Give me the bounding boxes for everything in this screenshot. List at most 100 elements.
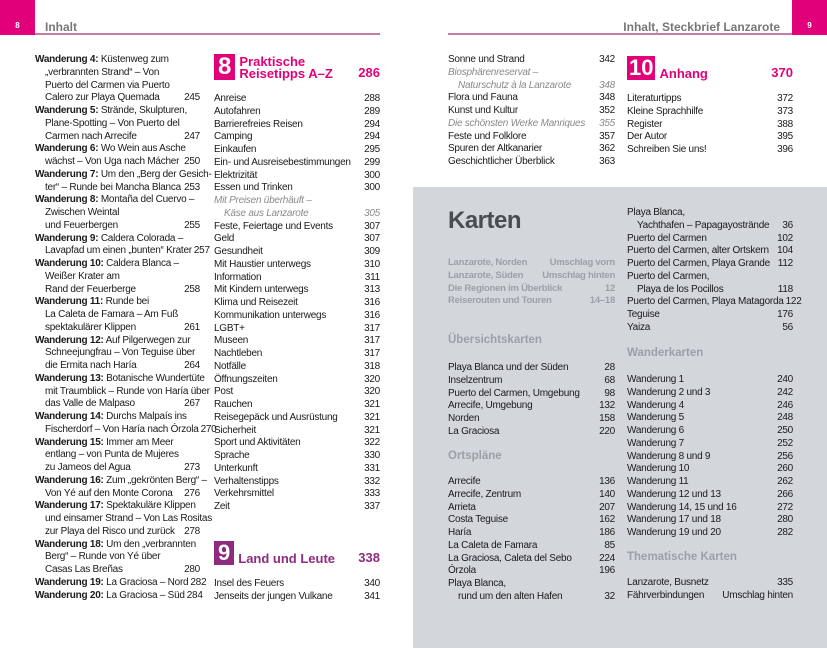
toc-entry[interactable]: Arrecife 136 [448, 476, 615, 489]
toc-entry[interactable]: Reiserouten und Touren 14–18 [448, 295, 615, 308]
toc-entry[interactable]: Einkaufen 295 [214, 144, 380, 157]
toc-entry[interactable]: Verkehrsmittel 333 [214, 488, 380, 501]
toc-entry[interactable]: Information 311 [214, 272, 380, 285]
toc-entry[interactable]: Feste, Feiertage und Events 307 [214, 221, 380, 234]
toc-entry[interactable]: La Caleta de Famara 85 [448, 540, 615, 553]
toc-entry[interactable]: Museen 317 [214, 335, 380, 348]
toc-entry[interactable]: Wanderung 11 262 [627, 476, 793, 489]
toc-entry[interactable]: Wanderung 10 260 [627, 463, 793, 476]
toc-entry[interactable]: Schreiben Sie uns! 396 [627, 144, 793, 157]
toc-entry[interactable]: Wanderung 5 248 [627, 412, 793, 425]
toc-entry[interactable]: Der Autor 395 [627, 131, 793, 144]
toc-entry[interactable]: Puerto del Carmen, Playa de los Pocillos 1… [627, 271, 793, 297]
toc-entry[interactable]: Arrieta 207 [448, 502, 615, 515]
toc-entry[interactable]: Haría 186 [448, 527, 615, 540]
toc-entry[interactable]: Puerto del Carmen, alter Ortskern 104 [627, 245, 793, 258]
toc-entry[interactable]: Puerto del Carmen, Umgebung 98 [448, 388, 615, 401]
toc-entry[interactable]: Sport und Aktivitäten 322 [214, 437, 380, 450]
toc-entry[interactable]: Lanzarote, Norden Umschlag vorn [448, 257, 615, 270]
toc-entry[interactable]: Wanderung 7: Um den „Berg der Gesich-ter… [35, 169, 212, 195]
toc-entry[interactable]: Yaiza 56 [627, 322, 793, 335]
toc-entry[interactable]: Puerto del Carmen, Playa Matagorda 122 [627, 296, 802, 309]
toc-entry[interactable]: LGBT+ 317 [214, 323, 380, 336]
toc-entry[interactable]: Órzola 196 [448, 565, 615, 578]
toc-entry[interactable]: Die schönsten Werke Manriques 355 [448, 118, 615, 131]
toc-entry[interactable]: Zeit 337 [214, 501, 380, 514]
toc-entry[interactable]: Kunst und Kultur 352 [448, 105, 615, 118]
toc-entry[interactable]: Elektrizität 300 [214, 170, 380, 183]
toc-entry[interactable]: Jenseits der jungen Vulkane 341 [214, 591, 380, 604]
toc-entry[interactable]: La Graciosa 220 [448, 426, 615, 439]
toc-entry[interactable]: Wanderung 6 250 [627, 425, 793, 438]
toc-entry[interactable]: Wanderung 6: Wo Wein aus Asche wächst – V… [35, 143, 200, 169]
toc-entry[interactable]: Flora und Fauna 348 [448, 92, 615, 105]
toc-entry[interactable]: Wanderung 19: La Graciosa – Nord 282 [35, 577, 207, 590]
toc-entry[interactable]: Sonne und Strand 342 [448, 54, 615, 67]
toc-entry[interactable]: Wanderung 8: Montaña del Cuervo – Zwische… [35, 194, 200, 232]
toc-entry[interactable]: Notfälle 318 [214, 361, 380, 374]
toc-entry[interactable]: Gesundheit 309 [214, 246, 380, 259]
toc-entry[interactable]: Verhaltenstipps 332 [214, 476, 380, 489]
toc-entry[interactable]: Mit Haustier unterwegs 310 [214, 259, 380, 272]
toc-entry[interactable]: Ein- und Ausreisebestimmungen 299 [214, 157, 380, 170]
chapter-8-heading[interactable]: 8 Praktische Reisetipps A–Z 286 [214, 52, 380, 80]
toc-entry[interactable]: Autofahren 289 [214, 106, 380, 119]
toc-entry[interactable]: Sprache 330 [214, 450, 380, 463]
toc-entry[interactable]: Register 388 [627, 119, 793, 132]
toc-entry[interactable]: Wanderung 19 und 20 282 [627, 527, 793, 540]
toc-entry[interactable]: Wanderung 8 und 9 256 [627, 451, 793, 464]
toc-entry[interactable]: Playa Blanca, Yachthafen – Papagayostränd… [627, 207, 793, 233]
toc-entry[interactable]: Playa Blanca und der Süden 28 [448, 362, 615, 375]
toc-entry[interactable]: Wanderung 13: Botanische Wundertüte mit T… [35, 373, 210, 411]
toc-entry[interactable]: Wanderung 9: Caldera Colorada – Lavapfad … [35, 233, 210, 259]
toc-entry[interactable]: Anreise 288 [214, 93, 380, 106]
toc-entry[interactable]: Wanderung 4: Küstenweg zum „verbrannten S… [35, 54, 200, 105]
toc-entry[interactable]: Wanderung 15: Immer am Meer entlang – von… [35, 437, 200, 475]
toc-entry[interactable]: Puerto del Carmen 102 [627, 233, 793, 246]
toc-entry[interactable]: Wanderung 11: Runde bei La Caleta de Fama… [35, 296, 200, 334]
toc-entry[interactable]: Literaturtipps 372 [627, 93, 793, 106]
toc-entry[interactable]: Wanderung 17: Spektakuläre Klippen und ei… [35, 500, 212, 538]
toc-entry[interactable]: Kleine Sprachhilfe 373 [627, 106, 793, 119]
chapter-9-heading[interactable]: 9 Land und Leute 338 [214, 540, 380, 565]
toc-entry[interactable]: Sicherheit 321 [214, 425, 380, 438]
toc-entry[interactable]: Spuren der Altkanarier 362 [448, 143, 615, 156]
toc-entry[interactable]: Wanderung 17 und 18 280 [627, 514, 793, 527]
toc-entry[interactable]: Wanderung 2 und 3 242 [627, 387, 793, 400]
toc-entry[interactable]: Wanderung 1 240 [627, 374, 793, 387]
toc-entry[interactable]: Nachtleben 317 [214, 348, 380, 361]
toc-entry[interactable]: Post 320 [214, 386, 380, 399]
toc-entry[interactable]: Lanzarote, Süden Umschlag hinten [448, 270, 615, 283]
toc-entry[interactable]: Wanderung 4 246 [627, 400, 793, 413]
toc-entry[interactable]: Reisegepäck und Ausrüstung 321 [214, 412, 380, 425]
toc-entry[interactable]: Wanderung 14: Durchs Malpaís ins Fischerd… [35, 411, 217, 437]
toc-entry[interactable]: Wanderung 16: Zum „gekrönten Berg“ – Von … [35, 475, 207, 501]
toc-entry[interactable]: Norden 158 [448, 413, 615, 426]
toc-entry[interactable]: Wanderung 12 und 13 266 [627, 489, 793, 502]
toc-entry[interactable]: Wanderung 18: Um den „verbrannten Berg“ –… [35, 539, 200, 577]
toc-entry[interactable]: Wanderung 12: Auf Pilgerwegen zur Schneej… [35, 335, 200, 373]
toc-entry[interactable]: Mit Preisen überhäuft – Käse aus Lanzarot… [214, 195, 380, 221]
toc-entry[interactable]: Lanzarote, Busnetz 335 [627, 577, 793, 590]
toc-entry[interactable]: Wanderung 14, 15 und 16 272 [627, 502, 793, 515]
toc-entry[interactable]: Unterkunft 331 [214, 463, 380, 476]
toc-entry[interactable]: Öffnungszeiten 320 [214, 374, 380, 387]
toc-entry[interactable]: Puerto del Carmen, Playa Grande 112 [627, 258, 793, 271]
toc-entry[interactable]: Teguise 176 [627, 309, 793, 322]
toc-entry[interactable]: Costa Teguise 162 [448, 514, 615, 527]
chapter-10-heading[interactable]: 10 Anhang 370 [627, 55, 793, 80]
toc-entry[interactable]: Wanderung 20: La Graciosa – Süd 284 [35, 590, 203, 603]
toc-entry[interactable]: Mit Kindern unterwegs 313 [214, 284, 380, 297]
toc-entry[interactable]: Arrecife, Zentrum 140 [448, 489, 615, 502]
toc-entry[interactable]: Essen und Trinken 300 [214, 182, 380, 195]
toc-entry[interactable]: Klima und Reisezeit 316 [214, 297, 380, 310]
toc-entry[interactable]: Wanderung 7 252 [627, 438, 793, 451]
toc-entry[interactable]: Playa Blanca, rund um den alten Hafen 32 [448, 578, 615, 604]
toc-entry[interactable]: Kommunikation unterwegs 316 [214, 310, 380, 323]
toc-entry[interactable]: Geld 307 [214, 233, 380, 246]
toc-entry[interactable]: Rauchen 321 [214, 399, 380, 412]
toc-entry[interactable]: Wanderung 5: Strände, Skulpturen, Plane-S… [35, 105, 200, 143]
toc-entry[interactable]: Wanderung 10: Caldera Blanca – Weißer Kra… [35, 258, 200, 296]
toc-entry[interactable]: Feste und Folklore 357 [448, 131, 615, 144]
toc-entry[interactable]: Insel des Feuers 340 [214, 578, 380, 591]
